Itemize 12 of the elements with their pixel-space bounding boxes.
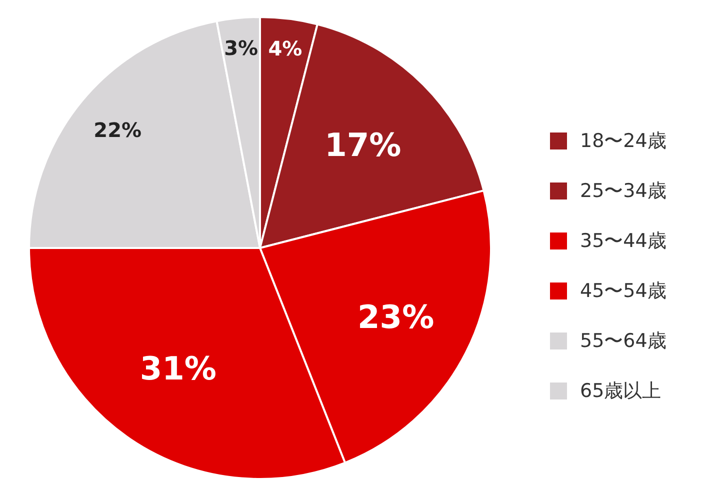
data-label: 4% — [268, 36, 302, 61]
legend-label: 25〜34歳 — [580, 180, 666, 202]
data-label: 22% — [94, 118, 142, 142]
data-label: 17% — [324, 126, 402, 164]
data-label: 23% — [358, 298, 434, 336]
legend-label: 65歳以上 — [580, 380, 662, 402]
data-label: 3% — [224, 36, 258, 60]
legend-label: 18〜24歳 — [580, 130, 666, 152]
legend-label: 45〜54歳 — [580, 280, 666, 302]
data-label: 31% — [140, 349, 216, 388]
legend-label: 55〜64歳 — [580, 330, 666, 352]
legend-label: 35〜44歳 — [580, 230, 666, 252]
